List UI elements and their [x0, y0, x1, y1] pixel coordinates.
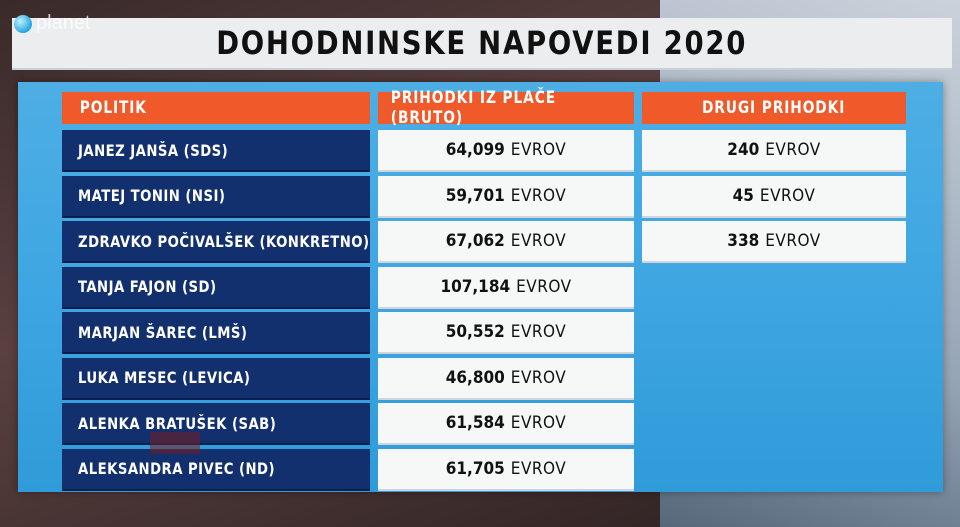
other-income-cell: 45 EVROV [642, 175, 906, 218]
salary-cell: 50,552 EVROV [378, 312, 634, 354]
planet-logo-icon [14, 14, 32, 33]
politician-name-cell: MARJAN ŠAREC (LMŠ) [62, 312, 370, 354]
salary-value: 64,099 [445, 140, 505, 160]
politician-name-cell: ALEKSANDRA PIVEC (ND) [62, 448, 370, 491]
header-other-income: DRUGI PRIHODKI [642, 92, 906, 124]
politician-name-cell: TANJA FAJON (SD) [62, 266, 370, 309]
politician-name: ALENKA BRATUŠEK (SAB) [78, 413, 277, 433]
data-panel: POLITIK PRIHODKI IZ PLAČE (BRUTO) DRUGI … [18, 82, 943, 492]
politician-name-cell: JANEZ JANŠA (SDS) [62, 130, 370, 172]
politician-name: MARJAN ŠAREC (LMŠ) [78, 322, 248, 342]
other-income-unit: EVROV [765, 231, 821, 251]
header-politik: POLITIK [62, 92, 370, 124]
politician-name: JANEZ JANŠA (SDS) [78, 140, 229, 160]
logo-text: planet [36, 12, 91, 34]
salary-unit: EVROV [516, 276, 572, 297]
politician-name: TANJA FAJON (SD) [78, 277, 217, 296]
politician-name: ALEKSANDRA PIVEC (ND) [78, 459, 276, 478]
header-salary: PRIHODKI IZ PLAČE (BRUTO) [378, 88, 634, 128]
politician-name: LUKA MESEC (LEVICA) [78, 368, 251, 387]
salary-cell: 59,701 EVROV [378, 175, 634, 218]
other-income-value: 45 [732, 185, 754, 206]
politician-name: ZDRAVKO POČIVALŠEK (KONKRETNO) [78, 231, 370, 251]
other-income-cell: 338 EVROV [642, 221, 906, 263]
salary-value: 46,800 [445, 367, 505, 388]
salary-cell: 61,584 EVROV [378, 403, 634, 445]
title-bar: DOHODNINSKE NAPOVEDI 2020 [12, 18, 952, 70]
channel-logo: planet [14, 12, 91, 35]
salary-unit: EVROV [510, 322, 567, 342]
salary-unit: EVROV [510, 413, 567, 433]
page-title: DOHODNINSKE NAPOVEDI 2020 [216, 24, 748, 62]
salary-value: 61,705 [445, 458, 505, 479]
salary-value: 107,184 [440, 276, 511, 297]
other-income-unit: EVROV [759, 185, 816, 206]
salary-cell: 67,062 EVROV [378, 221, 634, 263]
other-income-value: 240 [727, 140, 760, 160]
salary-unit: EVROV [510, 458, 567, 479]
salary-value: 61,584 [445, 413, 505, 433]
politician-name-cell: ZDRAVKO POČIVALŠEK (KONKRETNO) [62, 221, 370, 263]
politician-name-cell: ALENKA BRATUŠEK (SAB) [62, 403, 370, 445]
salary-cell: 107,184 EVROV [378, 266, 634, 309]
other-income-unit: EVROV [765, 140, 821, 160]
politician-name: MATEJ TONIN (NSI) [78, 186, 226, 205]
overlay-tag [150, 432, 200, 454]
salary-value: 67,062 [445, 231, 505, 251]
salary-value: 50,552 [445, 322, 505, 342]
salary-cell: 64,099 EVROV [378, 130, 634, 172]
salary-unit: EVROV [510, 185, 567, 206]
salary-cell: 46,800 EVROV [378, 357, 634, 400]
politician-name-cell: LUKA MESEC (LEVICA) [62, 357, 370, 400]
salary-cell: 61,705 EVROV [378, 448, 634, 491]
salary-unit: EVROV [510, 140, 567, 160]
salary-unit: EVROV [510, 367, 567, 388]
other-income-cell: 240 EVROV [642, 130, 906, 172]
salary-value: 59,701 [445, 185, 505, 206]
other-income-value: 338 [727, 231, 760, 251]
salary-unit: EVROV [510, 231, 567, 251]
politician-name-cell: MATEJ TONIN (NSI) [62, 175, 370, 218]
